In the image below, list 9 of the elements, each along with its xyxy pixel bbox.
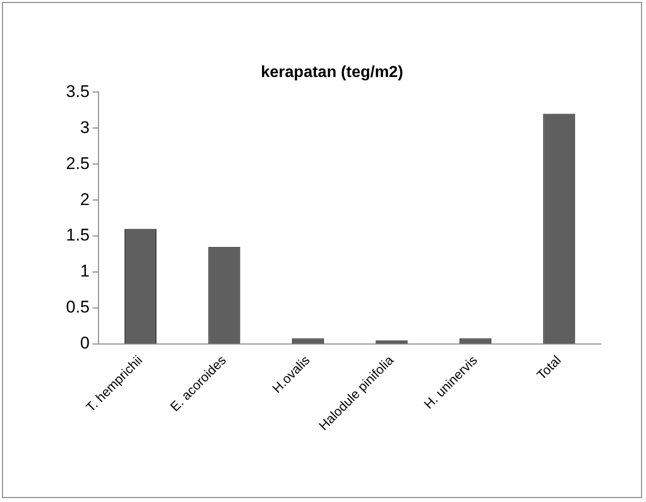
y-tick-label: 3.5 [66, 82, 90, 101]
y-tick-label: 1.5 [66, 226, 90, 245]
y-tick-label: 0 [80, 334, 90, 353]
y-tick-label: 3 [80, 118, 90, 137]
chart-title: kerapatan (teg/m2) [260, 64, 404, 82]
y-tick-label: 2 [80, 190, 90, 209]
y-tick-label: 1 [80, 262, 90, 281]
y-tick-label: 2.5 [66, 154, 90, 173]
y-tick-label: 0.5 [66, 298, 90, 317]
